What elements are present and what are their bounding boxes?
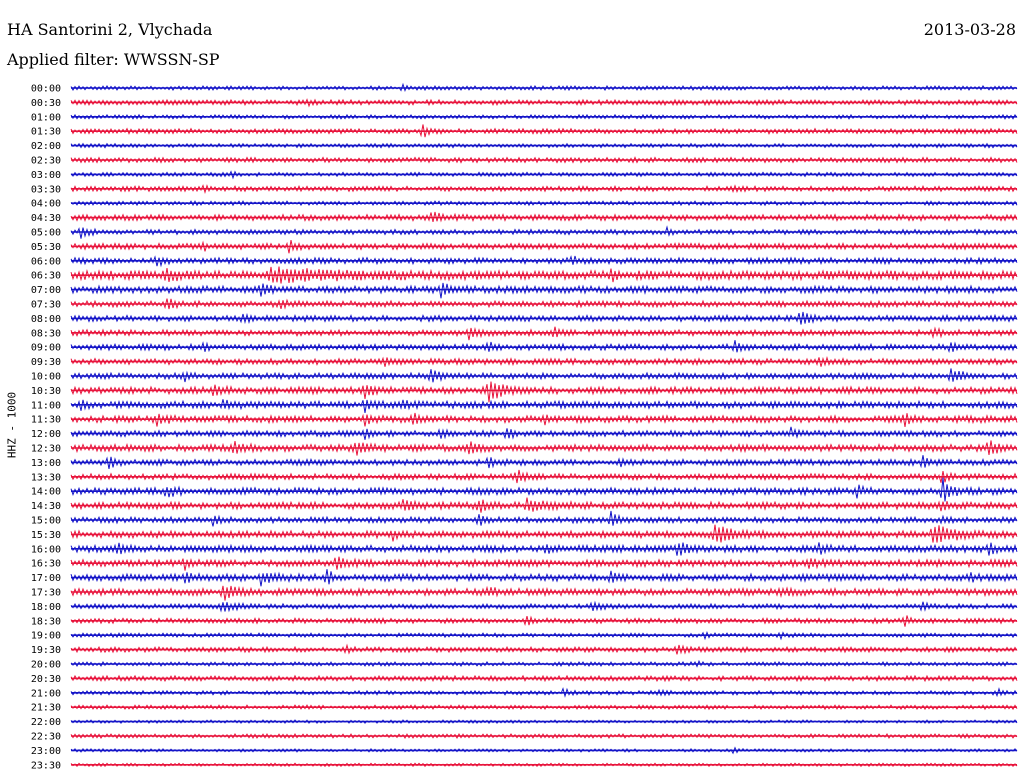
time-tick-label: 22:30	[31, 732, 61, 743]
time-tick-label: 16:30	[31, 559, 61, 570]
trace-row-1730	[70, 585, 1018, 601]
trace-row-1100	[70, 399, 1018, 413]
trace-row-1400	[70, 477, 1018, 502]
trace-row-1700	[70, 569, 1018, 587]
time-tick-label: 15:00	[31, 516, 61, 527]
time-tick-label: 18:00	[31, 602, 61, 613]
trace-row-1600	[70, 542, 1018, 556]
time-tick-label: 23:00	[31, 746, 61, 757]
time-tick-label: 16:00	[31, 544, 61, 555]
time-tick-label: 22:00	[31, 717, 61, 728]
time-tick-label: 19:00	[31, 631, 61, 642]
time-tick-label: 21:00	[31, 688, 61, 699]
time-tick-label: 03:30	[31, 184, 61, 195]
time-tick-label: 10:30	[31, 386, 61, 397]
trace-row-1500	[70, 510, 1018, 527]
trace-row-0700	[70, 282, 1018, 299]
trace-row-1300	[70, 455, 1018, 469]
time-tick-label: 09:00	[31, 343, 61, 354]
time-tick-label: 17:30	[31, 588, 61, 599]
time-tick-label: 05:00	[31, 228, 61, 239]
time-tick-label: 00:00	[31, 84, 61, 95]
time-tick-label: 06:30	[31, 271, 61, 282]
time-tick-label: 13:00	[31, 458, 61, 469]
time-tick-label: 14:00	[31, 487, 61, 498]
time-tick-label: 02:00	[31, 141, 61, 152]
trace-row-1030	[70, 381, 1018, 403]
time-tick-label: 12:30	[31, 444, 61, 455]
time-tick-label: 06:00	[31, 256, 61, 267]
time-tick-label: 20:30	[31, 674, 61, 685]
time-tick-label: 07:30	[31, 300, 61, 311]
applied-filter-label: Applied filter: WWSSN-SP	[7, 50, 220, 69]
time-tick-label: 01:00	[31, 112, 61, 123]
time-tick-label: 08:00	[31, 314, 61, 325]
trace-row-1430	[70, 497, 1018, 513]
time-tick-label: 13:30	[31, 472, 61, 483]
time-tick-label: 18:30	[31, 616, 61, 627]
time-tick-label: 02:30	[31, 156, 61, 167]
trace-row-1130	[70, 412, 1018, 427]
time-tick-label: 20:00	[31, 660, 61, 671]
time-tick-label: 05:30	[31, 242, 61, 253]
time-tick-label: 10:00	[31, 372, 61, 383]
plot-date: 2013-03-28	[923, 20, 1016, 39]
time-tick-label: 04:00	[31, 199, 61, 210]
time-tick-label: 23:30	[31, 760, 61, 771]
time-tick-label: 17:00	[31, 573, 61, 584]
time-tick-label: 07:00	[31, 285, 61, 296]
time-tick-label: 11:30	[31, 415, 61, 426]
time-tick-label: 01:30	[31, 127, 61, 138]
trace-row-0500	[70, 225, 1018, 239]
time-tick-label: 08:30	[31, 328, 61, 339]
time-tick-label: 00:30	[31, 98, 61, 109]
time-tick-label: 03:00	[31, 170, 61, 181]
time-tick-label: 09:30	[31, 357, 61, 368]
station-title: HA Santorini 2, Vlychada	[7, 20, 213, 39]
trace-row-0900	[70, 340, 1018, 354]
time-tick-label: 11:00	[31, 400, 61, 411]
time-tick-label: 04:30	[31, 213, 61, 224]
time-tick-label: 19:30	[31, 645, 61, 656]
time-tick-label: 15:30	[31, 530, 61, 541]
time-tick-label: 14:30	[31, 501, 61, 512]
time-tick-label: 21:30	[31, 703, 61, 714]
time-tick-label: 12:00	[31, 429, 61, 440]
